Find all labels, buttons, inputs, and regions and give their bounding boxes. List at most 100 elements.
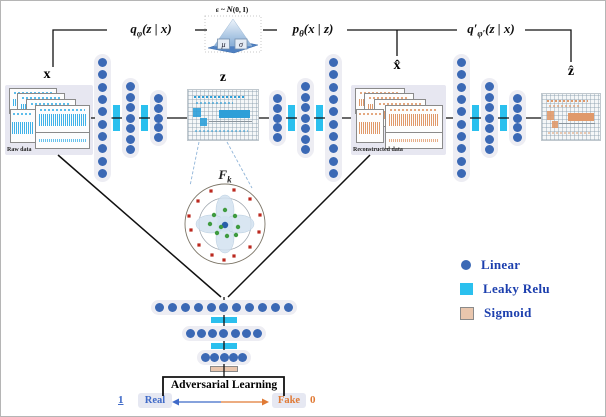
linear-unit-dot [126, 82, 135, 91]
discriminator-leaky-relu-1 [211, 317, 237, 323]
linear-swatch-icon [461, 260, 471, 270]
linear-unit-dot [457, 94, 466, 104]
decoder-layer-2 [297, 78, 314, 158]
decoder-formula-base: p [292, 21, 300, 36]
discriminator-leaky-relu-2 [211, 343, 237, 349]
linear-unit-dot [228, 353, 238, 362]
outlier-point [248, 197, 252, 201]
linear-unit-dot [258, 303, 268, 312]
linear-unit-dot [301, 103, 310, 112]
latent-space-circle [184, 183, 266, 265]
encoder2-formula-sub: φ′ [477, 28, 486, 39]
real-arrowhead-icon [172, 398, 179, 406]
feature-space-f: F [218, 167, 228, 182]
linear-unit-dot [301, 113, 310, 123]
discriminator-layer-3 [197, 350, 251, 365]
linear-unit-dot [271, 303, 281, 312]
legend-row-linear: Linear [449, 257, 550, 273]
linear-unit-dot [329, 156, 338, 166]
encoder-leaky-relu-1 [113, 105, 120, 131]
outlier-point [232, 254, 236, 258]
linear-unit-dot [513, 113, 522, 123]
latent-z-panel [187, 89, 259, 141]
adversarial-learning-title: Adversarial Learning [170, 379, 278, 391]
linear-unit-dot [98, 70, 107, 80]
linear-unit-dot [457, 70, 466, 80]
linear-unit-dot [154, 123, 163, 133]
linear-unit-dot [273, 94, 282, 103]
raw-data-panel: Raw data [5, 85, 93, 155]
inlier-point [218, 224, 224, 230]
linear-unit-dot [273, 113, 282, 123]
linear-unit-dot [210, 353, 220, 362]
linear-unit-dot [457, 107, 466, 117]
linear-unit-dot [154, 133, 163, 142]
legend-label-linear: Linear [481, 257, 521, 272]
inlier-point [233, 232, 239, 238]
linear-unit-dot [167, 303, 177, 312]
noise-args: (0, I) [232, 5, 249, 14]
linear-unit-dot [457, 156, 466, 166]
linear-unit-dot [98, 156, 107, 166]
encoder-leaky-relu-2 [141, 105, 148, 131]
linear-unit-dot [98, 107, 107, 117]
real-value-label: 1 [118, 394, 124, 406]
linear-unit-dot [273, 133, 282, 142]
linear-unit-dot [513, 94, 522, 103]
reconstructed-data-caption: Reconstructed data [353, 147, 403, 153]
linear-unit-dot [219, 353, 229, 362]
linear-unit-dot [329, 119, 338, 129]
outlier-point [222, 258, 226, 262]
encoder2-formula: q′φ′(z | x) [457, 21, 525, 39]
recon-plot-card [356, 109, 384, 143]
linear-unit-dot [457, 58, 466, 67]
linear-unit-dot [238, 353, 247, 362]
latent-zhat-panel [541, 93, 601, 141]
linear-unit-dot [186, 329, 195, 338]
real-chip: Real [138, 393, 172, 408]
legend-row-sigmoid: Sigmoid [449, 305, 550, 321]
inlier-point [222, 207, 228, 213]
inlier-point [211, 212, 217, 218]
mu-label: μ [220, 40, 225, 49]
linear-unit-dot [457, 131, 466, 141]
xhat-label: x̂ [393, 58, 401, 73]
linear-unit-dot [245, 303, 255, 312]
linear-unit-dot [485, 134, 494, 144]
linear-unit-dot [193, 303, 203, 312]
linear-unit-dot [154, 103, 163, 113]
inlier-point [235, 224, 241, 230]
linear-unit-dot [329, 168, 338, 178]
linear-unit-dot [301, 82, 310, 91]
linear-unit-dot [283, 303, 293, 312]
noise-script-n: N [226, 4, 233, 14]
fake-value-label: 0 [310, 394, 316, 406]
linear-unit-dot [126, 124, 135, 133]
inlier-point [232, 213, 238, 219]
mu-box [217, 38, 230, 50]
fake-arrowhead-icon [262, 398, 269, 406]
linear-unit-dot [513, 123, 522, 133]
linear-unit-dot [232, 303, 242, 312]
linear-unit-dot [485, 103, 494, 112]
decoder-leaky-relu-1 [288, 105, 295, 131]
encoder-layer-3 [150, 90, 167, 146]
linear-unit-dot [485, 113, 494, 123]
encoder2-formula-args: (z | x) [485, 21, 515, 36]
linear-unit-dot [457, 168, 466, 178]
noise-epsilon: ε ~ [215, 5, 227, 14]
raw-plot-card-front [35, 105, 90, 149]
encoder2-leaky-relu-2 [500, 105, 507, 131]
outlier-point [189, 228, 193, 232]
linear-unit-dot [98, 131, 107, 141]
linear-unit-dot [485, 124, 494, 133]
encoder2-layer-1 [453, 54, 470, 182]
outlier-point [209, 189, 213, 193]
linear-unit-dot [98, 168, 107, 178]
outlier-point [187, 214, 191, 218]
legend-label-sigmoid: Sigmoid [484, 305, 532, 320]
linear-unit-dot [98, 58, 107, 67]
linear-unit-dot [329, 144, 338, 154]
leaky-relu-swatch-icon [460, 283, 473, 295]
